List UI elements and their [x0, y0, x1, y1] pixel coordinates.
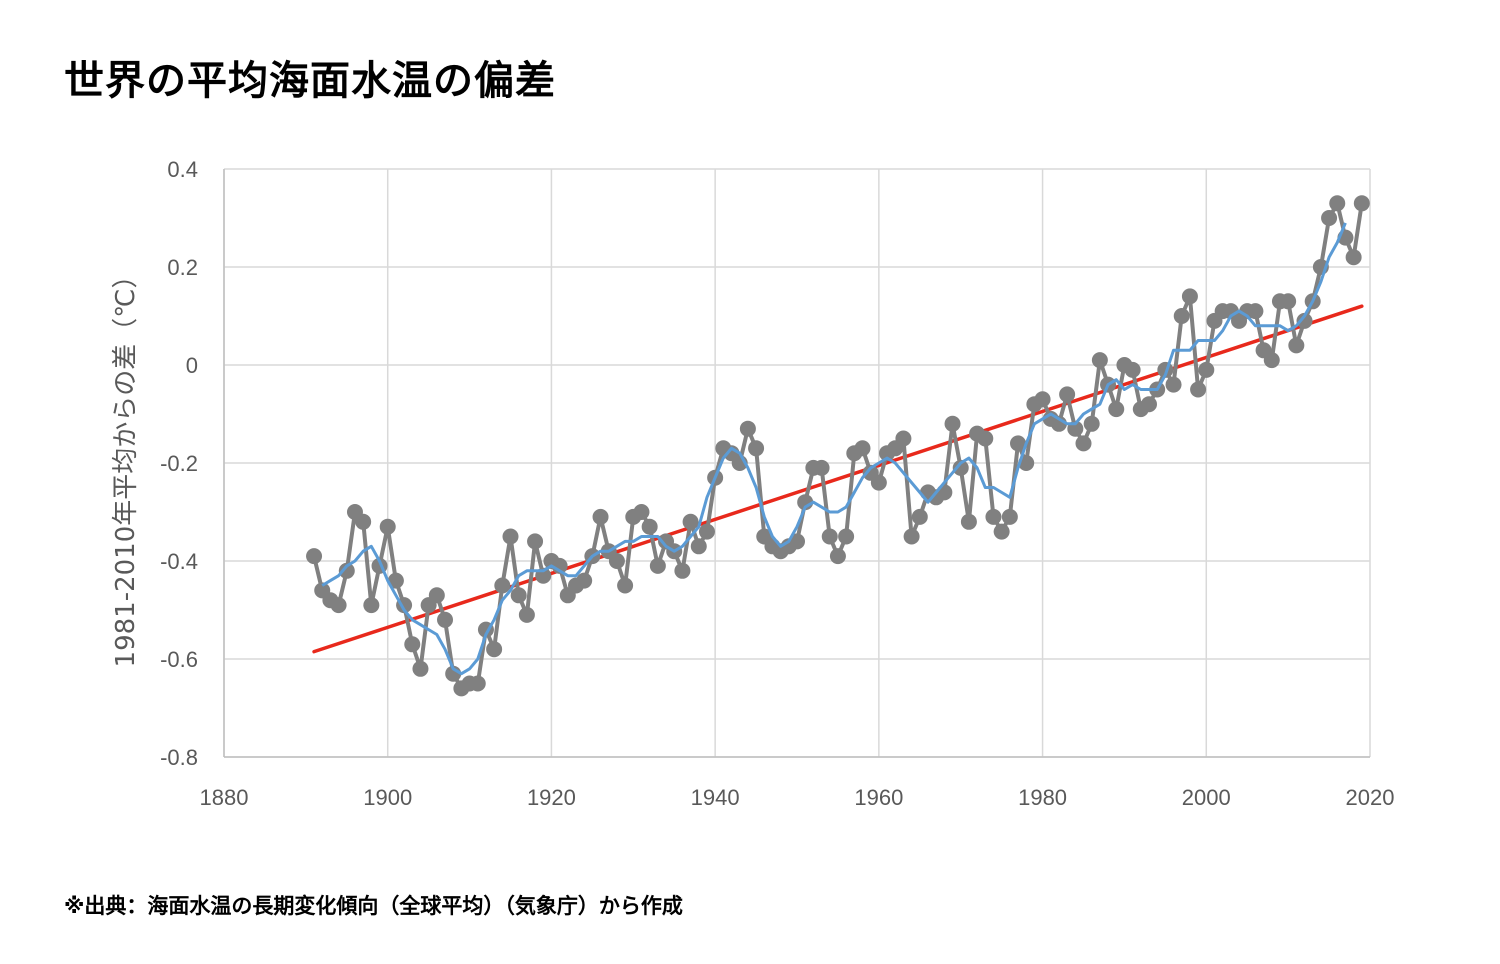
annual-data-point — [510, 587, 527, 604]
annual-data-point — [649, 557, 666, 574]
annual-data-point — [1181, 288, 1198, 305]
annual-data-point — [633, 504, 650, 520]
annual-data-point — [641, 518, 658, 535]
y-tick-label: -0.8 — [160, 745, 198, 770]
annual-data-point — [306, 548, 323, 565]
smoothed-series-line — [321, 222, 1347, 676]
x-tick-label: 1940 — [691, 785, 740, 810]
annual-data-point — [748, 440, 765, 457]
annual-data-point — [993, 523, 1010, 540]
annual-data-point — [494, 577, 511, 594]
annual-data-point — [486, 641, 503, 658]
annual-data-point — [911, 508, 928, 525]
annual-data-point — [1296, 312, 1313, 329]
annual-data-point — [1001, 508, 1018, 525]
y-tick-label: 0.4 — [167, 157, 198, 182]
annual-data-point — [1059, 386, 1076, 403]
annual-data-point — [1034, 391, 1051, 408]
y-tick-label: 0.2 — [167, 255, 198, 280]
annual-data-point — [379, 518, 396, 535]
annual-data-point — [985, 508, 1002, 525]
y-tick-label: -0.2 — [160, 451, 198, 476]
annual-data-point — [1321, 210, 1338, 226]
annual-data-point — [1173, 308, 1190, 324]
y-tick-label: -0.6 — [160, 647, 198, 672]
annual-data-point — [821, 528, 838, 545]
annual-data-point — [330, 597, 347, 614]
annual-data-point — [977, 430, 994, 447]
y-tick-label: -0.4 — [160, 549, 198, 574]
annual-data-point — [1108, 401, 1125, 418]
annual-data-point — [903, 528, 920, 545]
annual-data-point — [469, 675, 486, 692]
annual-data-point — [960, 513, 977, 530]
annual-data-point — [936, 484, 953, 501]
x-tick-label: 1980 — [1018, 785, 1067, 810]
x-tick-label: 2000 — [1182, 785, 1231, 810]
annual-data-point — [895, 430, 912, 447]
annual-data-point — [1280, 293, 1297, 310]
annual-data-point — [682, 513, 699, 530]
trend-line — [312, 304, 1364, 654]
annual-data-point — [1329, 195, 1346, 212]
annual-data-point — [387, 572, 404, 589]
annual-data-point — [1083, 415, 1100, 432]
annual-data-point — [952, 459, 969, 476]
annual-data-point — [338, 562, 355, 579]
x-tick-label: 1920 — [527, 785, 576, 810]
x-tick-label: 1900 — [363, 785, 412, 810]
annual-data-point — [1124, 361, 1141, 378]
annual-data-point — [838, 528, 855, 545]
annual-data-point — [1190, 381, 1207, 398]
annual-data-point — [1140, 396, 1157, 413]
annual-data-point — [412, 660, 429, 677]
x-tick-label: 1960 — [854, 785, 903, 810]
annual-data-point — [363, 597, 380, 614]
annual-data-point — [428, 587, 445, 604]
annual-series-line — [312, 201, 1364, 691]
annual-data-point — [527, 533, 544, 550]
annual-data-point — [870, 474, 887, 491]
annual-data-point — [592, 508, 609, 525]
x-tick-label: 1880 — [200, 785, 249, 810]
y-axis-label: 1981-2010年平均からの差（℃） — [111, 263, 141, 668]
annual-data-point — [617, 577, 634, 594]
annual-data-point — [608, 553, 625, 569]
annual-data-point — [437, 611, 454, 628]
chart-title: 世界の平均海面水温の偏差 — [64, 58, 556, 104]
annual-data-point — [944, 415, 961, 432]
source-note: ※出典：海面水温の長期変化傾向（全球平均）（気象庁）から作成 — [64, 894, 683, 918]
annual-data-point — [1091, 352, 1108, 369]
annual-data-point — [1345, 249, 1362, 266]
annual-data-point — [690, 538, 707, 555]
annual-data-point — [789, 533, 805, 550]
annual-data-point — [829, 548, 846, 565]
annual-data-point — [813, 459, 830, 476]
annual-data-point — [1010, 435, 1027, 452]
annual-data-point — [1288, 337, 1305, 354]
annual-data-point — [674, 562, 691, 579]
x-tick-label: 2020 — [1346, 785, 1395, 810]
annual-data-point — [854, 440, 871, 457]
annual-data-point — [1263, 352, 1280, 369]
annual-data-point — [1353, 195, 1370, 212]
annual-data-point — [739, 420, 756, 437]
annual-data-point — [1247, 303, 1264, 320]
annual-data-point — [576, 572, 593, 589]
y-tick-label: 0 — [186, 353, 198, 378]
annual-data-point — [1075, 435, 1092, 452]
annual-data-point — [502, 528, 519, 545]
annual-data-point — [355, 513, 372, 530]
annual-data-point — [1165, 376, 1182, 393]
annual-data-point — [518, 606, 535, 623]
annual-data-point — [698, 523, 715, 540]
annual-data-point — [1198, 361, 1215, 378]
annual-data-point — [404, 636, 421, 653]
